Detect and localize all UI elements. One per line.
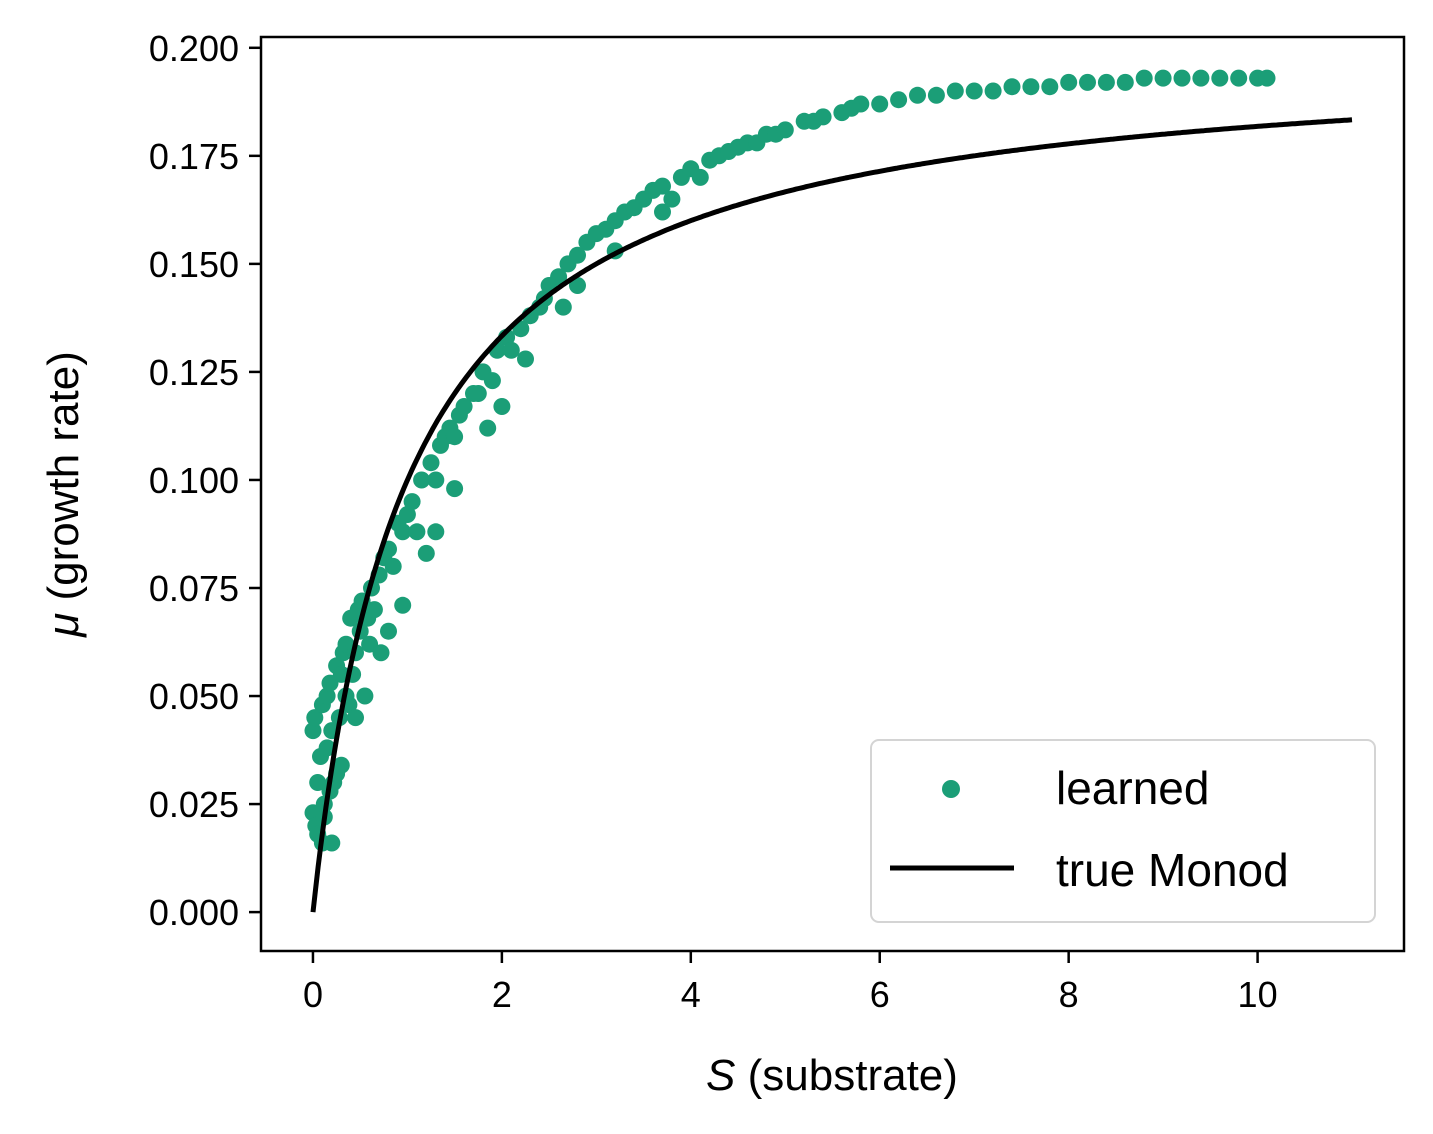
x-tick-label: 6 <box>870 974 890 1015</box>
learned-point <box>479 419 497 437</box>
learned-point <box>1211 69 1229 87</box>
learned-point <box>469 385 487 402</box>
learned-point <box>304 722 322 740</box>
learned-point <box>347 709 364 727</box>
learned-point <box>372 644 390 662</box>
learned-point <box>814 108 832 126</box>
learned-point <box>663 190 681 208</box>
learned-point <box>1041 78 1059 96</box>
y-tick-label: 0.075 <box>149 568 239 609</box>
learned-point <box>332 756 350 774</box>
learned-point <box>380 622 397 640</box>
learned-point <box>909 86 926 104</box>
learned-point <box>569 277 586 294</box>
learned-point <box>1154 69 1172 87</box>
learned-point <box>427 523 445 541</box>
legend-box <box>870 739 1376 923</box>
x-tick-label: 2 <box>492 974 512 1015</box>
learned-point <box>446 428 464 446</box>
learned-point <box>323 834 341 852</box>
learned-point <box>927 86 945 104</box>
learned-point <box>408 523 426 541</box>
x-tick-label: 4 <box>681 974 701 1015</box>
learned-point <box>1230 69 1248 87</box>
plot-area <box>304 69 1353 913</box>
learned-point <box>318 739 336 757</box>
learned-point <box>318 687 336 705</box>
learned-point <box>427 471 445 489</box>
y-tick-label: 0.100 <box>149 460 239 501</box>
learned-point <box>1258 69 1276 87</box>
learned-point <box>654 203 671 221</box>
y-tick-label: 0.125 <box>149 352 239 393</box>
learned-point <box>306 709 324 727</box>
learned-point <box>356 687 374 705</box>
x-axis: 0 2 4 6 8 10 <box>303 951 1278 1015</box>
learned-point <box>965 82 983 100</box>
x-tick-label: 0 <box>303 974 323 1015</box>
y-tick-label: 0.175 <box>149 136 239 177</box>
legend-label-true-monod: true Monod <box>1056 844 1289 896</box>
learned-point <box>394 596 412 614</box>
learned-point <box>852 95 870 113</box>
y-tick-label: 0.025 <box>149 784 239 825</box>
y-tick-label: 0.150 <box>149 244 239 285</box>
legend: learned true Monod <box>870 739 1376 923</box>
learned-point <box>502 341 520 359</box>
learned-point <box>776 121 794 139</box>
learned-point <box>394 523 412 541</box>
learned-point <box>1135 69 1153 87</box>
x-tick-label: 10 <box>1238 974 1278 1015</box>
learned-point <box>309 774 327 791</box>
y-tick-label: 0.200 <box>149 28 239 69</box>
learned-point <box>422 454 440 472</box>
learned-point <box>1116 73 1134 91</box>
learned-point <box>517 350 534 368</box>
learned-point <box>417 544 435 562</box>
learned-point <box>550 268 568 286</box>
y-tick-label: 0.050 <box>149 676 239 717</box>
learned-point <box>1173 69 1191 87</box>
learned-point <box>691 168 709 186</box>
learned-point <box>1097 73 1115 91</box>
learned-point <box>413 471 431 489</box>
learned-point <box>483 372 501 390</box>
learned-point <box>984 82 1002 100</box>
learned-point <box>365 601 383 619</box>
learned-point <box>946 82 964 100</box>
x-axis-label: S (substrate) <box>706 1051 958 1100</box>
learned-point <box>1003 78 1021 96</box>
legend-label-learned: learned <box>1056 762 1209 814</box>
learned-point <box>871 95 889 113</box>
learned-point <box>654 177 671 195</box>
learned-point <box>403 493 421 511</box>
learned-point <box>1022 78 1040 96</box>
learned-point <box>554 298 572 316</box>
learned-point <box>384 557 402 575</box>
learned-point <box>1060 73 1078 91</box>
y-axis: 0.000 0.025 0.050 0.075 0.100 0.125 0.150 0.175… <box>149 28 261 933</box>
axes-frame <box>259 35 1406 953</box>
true-monod-line <box>310 117 1353 913</box>
y-tick-label: 0.000 <box>149 892 239 933</box>
learned-point <box>1079 73 1096 91</box>
x-tick-label: 8 <box>1059 974 1079 1015</box>
learned-point <box>446 480 464 498</box>
learned-point <box>1192 69 1210 87</box>
y-axis-label: μ (growth rate) <box>39 351 88 638</box>
learned-point <box>493 398 511 415</box>
learned-point <box>890 91 908 109</box>
learned-point <box>569 246 586 264</box>
legend-marker-learned <box>942 780 960 798</box>
learned-point <box>455 398 473 415</box>
learned-point <box>398 506 416 523</box>
